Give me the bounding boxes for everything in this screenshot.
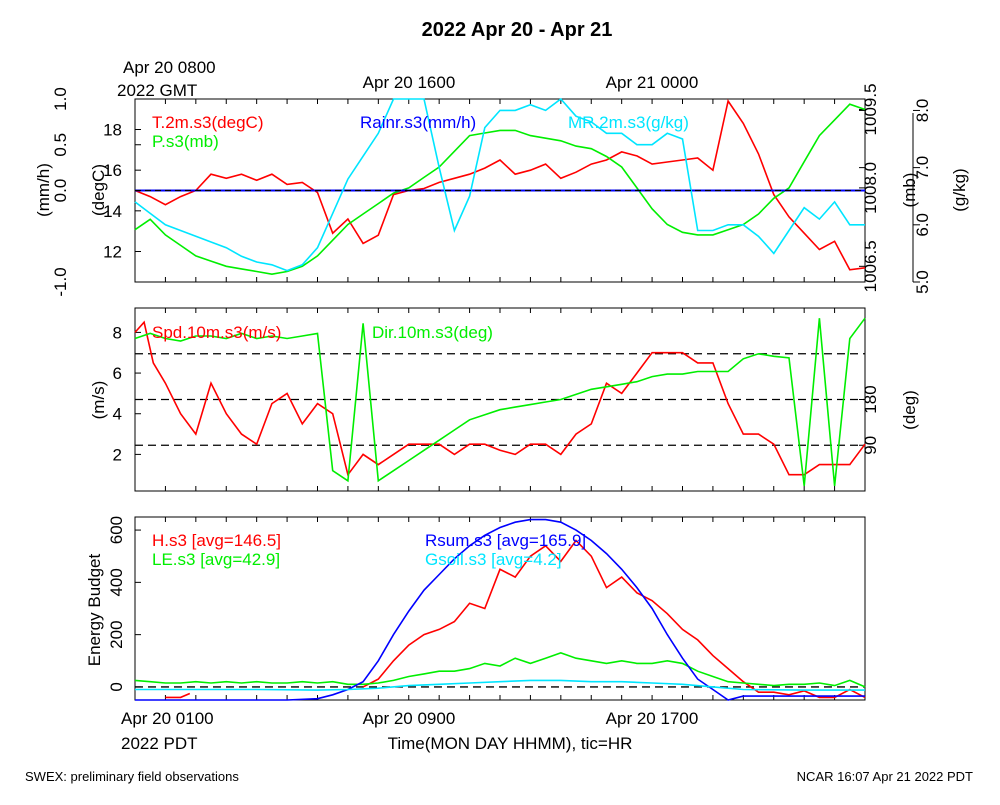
met-y-tick-label: 12 bbox=[103, 243, 122, 262]
wind-y-tick-label: 4 bbox=[113, 405, 122, 424]
wind-y-tick-label: 90 bbox=[861, 436, 880, 455]
met-y-tick-label: 6.0 bbox=[913, 213, 932, 237]
wind-y-tick-label: 8 bbox=[113, 323, 122, 342]
axis-label-energy: Energy Budget bbox=[85, 553, 104, 666]
series-dir-10m-s3-deg bbox=[134, 317, 866, 486]
wind-y-tick-label: 180 bbox=[861, 385, 880, 413]
met-y-tick-label: 14 bbox=[103, 202, 122, 221]
panel-energy: 0 200 400 600 Energy Budget H.s3 [avg=146.5… bbox=[85, 516, 866, 701]
top-mid-label: Apr 20 1600 bbox=[363, 73, 456, 92]
footer-left: SWEX: preliminary field observations bbox=[25, 769, 239, 784]
legend-wind-direction: Dir.10m.s3(deg) bbox=[372, 323, 493, 342]
legend-mixing-ratio: MR.2m.s3(g/kg) bbox=[568, 113, 689, 132]
met-y-tick-label: 0.5 bbox=[51, 133, 70, 157]
legend-soil-heat: Gsoil.s3 [avg=4.2] bbox=[425, 550, 562, 569]
bottom-mid-label: Apr 20 0900 bbox=[363, 709, 456, 728]
met-y-tick-label: 18 bbox=[103, 121, 122, 140]
top-start-label-line2: 2022 GMT bbox=[117, 81, 197, 100]
met-y-tick-label: 0.0 bbox=[51, 179, 70, 203]
axis-label-gkg: (g/kg) bbox=[950, 168, 969, 211]
met-y-tick-label: 1.0 bbox=[51, 87, 70, 111]
energy-y-tick-label: 400 bbox=[107, 568, 126, 596]
top-end-label: Apr 21 0000 bbox=[606, 73, 699, 92]
series-le-s3-avg-42-9 bbox=[134, 652, 866, 688]
x-axis-label: Time(MON DAY HHMM), tic=HR bbox=[388, 734, 633, 753]
series-gsoil-s3-avg-4-2 bbox=[135, 679, 865, 691]
energy-y-tick-label: 0 bbox=[107, 682, 126, 691]
legend-radiation-sum: Rsum.s3 [avg=165.9] bbox=[425, 531, 586, 550]
energy-y-tick-label: 200 bbox=[107, 620, 126, 648]
axis-label-degc: (degC) bbox=[89, 164, 108, 216]
axis-label-deg: (deg) bbox=[900, 390, 919, 430]
legend-wind-speed: Spd.10m.s3(m/s) bbox=[152, 323, 281, 342]
met-y-tick-label: 1008.0 bbox=[861, 162, 880, 214]
series-t-2m-s3-degc bbox=[134, 99, 866, 271]
axis-label-mb: (mb) bbox=[900, 173, 919, 208]
legend-temperature: T.2m.s3(degC) bbox=[152, 113, 263, 132]
met-y-tick-label: 1009.5 bbox=[861, 83, 880, 135]
axis-label-ms: (m/s) bbox=[89, 381, 108, 420]
wind-y-tick-label: 2 bbox=[113, 445, 122, 464]
bottom-start-label-line1: Apr 20 0100 bbox=[121, 709, 214, 728]
met-y-tick-label: 8.0 bbox=[913, 99, 932, 123]
footer-right: NCAR 16:07 Apr 21 2022 PDT bbox=[797, 769, 973, 784]
legend-sensible-heat: H.s3 [avg=146.5] bbox=[152, 531, 281, 550]
chart-title: 2022 Apr 20 - Apr 21 bbox=[422, 19, 613, 41]
top-start-label-line1: Apr 20 0800 bbox=[123, 58, 216, 77]
met-y-tick-label: 1006.5 bbox=[861, 240, 880, 292]
bottom-end-label: Apr 20 1700 bbox=[606, 709, 699, 728]
panel-meteorology: -1.0 0.0 0.5 1.0 12 14 16 18 1006.5 1008.0 1009.5 5… bbox=[34, 83, 969, 296]
series-spd-10m-s3-m-s bbox=[134, 320, 866, 477]
met-y-tick-label: -1.0 bbox=[51, 267, 70, 296]
panel-wind: 2 4 6 8 90 180 (m/s) (deg) Spd.10m.s3(m/s) Di… bbox=[89, 307, 919, 492]
met-y-tick-label: 16 bbox=[103, 161, 122, 180]
legend-latent-heat: LE.s3 [avg=42.9] bbox=[152, 550, 280, 569]
legend-rainrate: Rainr.s3(mm/h) bbox=[360, 113, 476, 132]
series-h-s3-avg-146-5 bbox=[362, 539, 866, 699]
legend-pressure: P.s3(mb) bbox=[152, 132, 219, 151]
met-y-tick-label: 7.0 bbox=[913, 156, 932, 180]
energy-y-tick-label: 600 bbox=[107, 516, 126, 544]
series-h-s3-avg-146-5 bbox=[165, 692, 191, 699]
wind-y-tick-label: 6 bbox=[113, 364, 122, 383]
series-mr-2m-s3-g-kg bbox=[134, 97, 865, 272]
bottom-start-label-line2: 2022 PDT bbox=[121, 734, 198, 753]
met-y-tick-label: 5.0 bbox=[913, 270, 932, 294]
axis-label-mmh: (mm/h) bbox=[34, 163, 53, 217]
